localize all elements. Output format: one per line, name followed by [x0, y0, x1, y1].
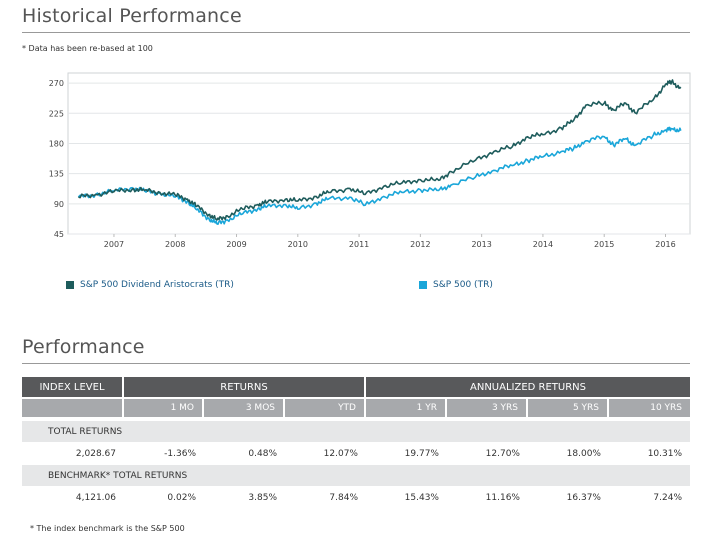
y-tick-label: 90 — [54, 200, 64, 209]
performance-title: Performance — [22, 336, 145, 358]
legend-swatch-sp500 — [419, 281, 427, 289]
x-tick-label: 2014 — [533, 240, 553, 249]
cell-index-level: 4,121.06 — [75, 492, 116, 503]
plot-frame — [67, 72, 691, 235]
y-tick-label: 225 — [49, 109, 64, 118]
cell-value: 15.43% — [404, 492, 439, 503]
cell-index-level: 2,028.67 — [75, 448, 116, 459]
cell-value: -1.36% — [164, 448, 196, 459]
y-tick-label: 45 — [54, 230, 64, 239]
x-tick-label: 2011 — [349, 240, 369, 249]
header-period-10yrs: 10 YRS — [609, 397, 691, 417]
legend-label-aristocrats: S&P 500 Dividend Aristocrats (TR) — [80, 280, 234, 290]
x-tick-label: 2015 — [594, 240, 614, 249]
cell-value: 11.16% — [485, 492, 520, 503]
benchmark-footnote: * The index benchmark is the S&P 500 — [30, 524, 185, 533]
x-tick-label: 2010 — [288, 240, 308, 249]
legend-swatch-aristocrats — [66, 281, 74, 289]
header-index-level: INDEX LEVEL — [22, 377, 124, 397]
cell-value: 12.70% — [485, 448, 520, 459]
x-tick-label: 2007 — [104, 240, 124, 249]
cell-value: 7.84% — [329, 492, 358, 503]
series-line-sp500 — [77, 126, 682, 225]
x-tick-label: 2009 — [226, 240, 246, 249]
legend-item-sp500[interactable]: S&P 500 (TR) — [419, 280, 493, 290]
performance-line-chart: 45 90 135 180 225 270 2007 2008 2009 2010 2011 2012… — [49, 72, 691, 249]
header-period-1yr: 1 YR — [366, 397, 447, 417]
table-row: 2,028.67 -1.36% 0.48% 12.07% 19.77% 12.7… — [22, 442, 690, 465]
row-label-total-returns: TOTAL RETURNS — [22, 421, 691, 442]
x-tick-label: 2012 — [410, 240, 430, 249]
x-tick-label: 2013 — [471, 240, 491, 249]
cell-value: 7.24% — [653, 492, 683, 503]
x-tick-label: 2016 — [655, 240, 675, 249]
table-row: 4,121.06 0.02% 3.85% 7.84% 15.43% 11.16%… — [22, 486, 690, 509]
rebase-note: * Data has been re-based at 100 — [22, 44, 153, 53]
legend-label-sp500: S&P 500 (TR) — [433, 280, 493, 290]
cell-value: 3.85% — [248, 492, 277, 503]
y-tick-label: 180 — [49, 139, 64, 148]
legend-item-aristocrats[interactable]: S&P 500 Dividend Aristocrats (TR) — [66, 280, 234, 290]
header-period-3mos: 3 MOS — [204, 397, 285, 417]
performance-rule — [22, 363, 690, 364]
x-tick-label: 2008 — [165, 240, 185, 249]
y-tick-label: 270 — [49, 79, 64, 88]
cell-value: 16.37% — [566, 492, 601, 503]
header-period-ytd: YTD — [285, 397, 366, 417]
header-blank — [22, 397, 124, 417]
cell-value: 19.77% — [404, 448, 439, 459]
cell-value: 18.00% — [566, 448, 601, 459]
cell-value: 0.02% — [167, 492, 196, 503]
cell-value: 12.07% — [323, 448, 358, 459]
row-label-benchmark-total-returns: BENCHMARK* TOTAL RETURNS — [22, 465, 691, 486]
cell-value: 10.31% — [647, 448, 683, 459]
header-returns: RETURNS — [124, 377, 366, 397]
series-line-aristocrats — [78, 79, 682, 221]
header-period-3yrs: 3 YRS — [447, 397, 528, 417]
cell-value: 0.48% — [248, 448, 277, 459]
y-tick-label: 135 — [49, 170, 64, 179]
historical-performance-title: Historical Performance — [22, 5, 242, 27]
header-period-5yrs: 5 YRS — [528, 397, 609, 417]
header-period-1mo: 1 MO — [124, 397, 204, 417]
header-annualized-returns: ANNUALIZED RETURNS — [366, 377, 691, 397]
title-rule — [22, 32, 690, 33]
performance-table: INDEX LEVEL RETURNS ANNUALIZED RETURNS 1… — [22, 377, 691, 509]
